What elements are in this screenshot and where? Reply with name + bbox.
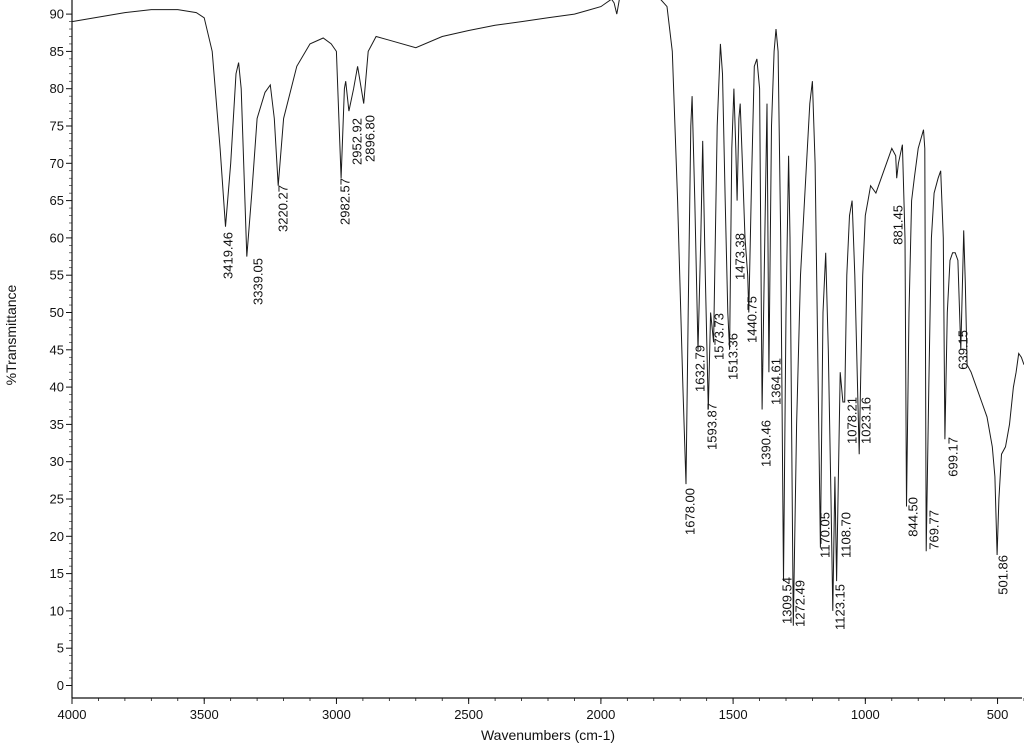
peak-label: 3339.05 — [251, 258, 266, 305]
x-ticks: 4000 3500 3000 2500 2000 1500 1000 500 — [58, 698, 1024, 722]
y-tick-label: 85 — [50, 44, 64, 59]
y-tick-label: 60 — [50, 230, 64, 245]
x-tick-label: 2000 — [586, 707, 615, 722]
y-axis-title: %Transmittance — [3, 284, 19, 385]
peak-label: 1309.54 — [780, 577, 795, 624]
axes — [71, 0, 1022, 699]
peak-label: 699.17 — [946, 437, 961, 477]
peak-label: 3419.46 — [221, 232, 236, 279]
peak-label: 501.86 — [996, 555, 1011, 595]
y-tick-label: 55 — [50, 268, 64, 283]
x-tick-label: 500 — [987, 707, 1009, 722]
y-tick-label: 15 — [50, 566, 64, 581]
peak-label: 1473.38 — [733, 233, 748, 280]
y-tick-label: 65 — [50, 193, 64, 208]
y-tick-label: 5 — [57, 641, 64, 656]
peak-label: 1272.49 — [793, 580, 808, 627]
x-tick-label: 3500 — [190, 707, 219, 722]
x-tick-label: 4000 — [58, 707, 87, 722]
peak-label: 2896.80 — [363, 115, 378, 162]
y-tick-label: 20 — [50, 529, 64, 544]
peak-label: 2952.92 — [350, 118, 365, 165]
peak-label: 1593.87 — [705, 403, 720, 450]
y-tick-label: 80 — [50, 81, 64, 96]
peak-label: 1123.15 — [833, 584, 848, 630]
y-tick-label: 40 — [50, 380, 64, 395]
peak-label: 844.50 — [906, 497, 921, 537]
y-tick-label: 45 — [50, 342, 64, 357]
peak-label: 1108.70 — [839, 512, 854, 558]
x-tick-label: 1000 — [851, 707, 880, 722]
peak-label: 1573.73 — [712, 313, 727, 360]
peak-label: 1390.46 — [759, 420, 774, 467]
peak-label: 769.77 — [927, 510, 942, 550]
peak-labels: 3419.46 3339.05 3220.27 2982.57 2952.922896.… — [221, 115, 1011, 630]
peak-label: 1632.79 — [693, 345, 708, 392]
peak-label: 1170.05 — [818, 512, 833, 558]
y-tick-label: 10 — [50, 603, 64, 618]
peak-label: 1678.00 — [683, 488, 698, 535]
x-axis-title: Wavenumbers (cm-1) — [481, 727, 615, 743]
peak-label: 1364.61 — [769, 358, 784, 405]
peak-label: 881.45 — [891, 205, 906, 245]
peak-label: 1023.16 — [859, 397, 874, 444]
peak-label: 3220.27 — [276, 185, 291, 232]
x-tick-label: 2500 — [454, 707, 483, 722]
peak-label: 639.15 — [956, 330, 971, 370]
peak-label: 1440.75 — [745, 296, 760, 343]
y-tick-label: 25 — [50, 492, 64, 507]
y-tick-label: 35 — [50, 417, 64, 432]
y-tick-label: 50 — [50, 305, 64, 320]
spectrum-line — [71, 0, 1024, 626]
y-ticks: 0 5 10 15 20 25 30 35 40 45 50 55 60 65 70 75 80 85 90 — [50, 7, 72, 693]
y-tick-label: 90 — [50, 7, 64, 22]
peak-label: 1078.21 — [845, 397, 860, 444]
y-tick-label: 0 — [57, 678, 64, 693]
y-tick-label: 70 — [50, 156, 64, 171]
y-tick-label: 30 — [50, 454, 64, 469]
peak-label: 2982.57 — [338, 178, 353, 225]
peak-label: 1513.36 — [726, 333, 741, 380]
x-tick-label: 1500 — [719, 707, 748, 722]
x-tick-label: 3000 — [322, 707, 351, 722]
y-tick-label: 75 — [50, 119, 64, 134]
